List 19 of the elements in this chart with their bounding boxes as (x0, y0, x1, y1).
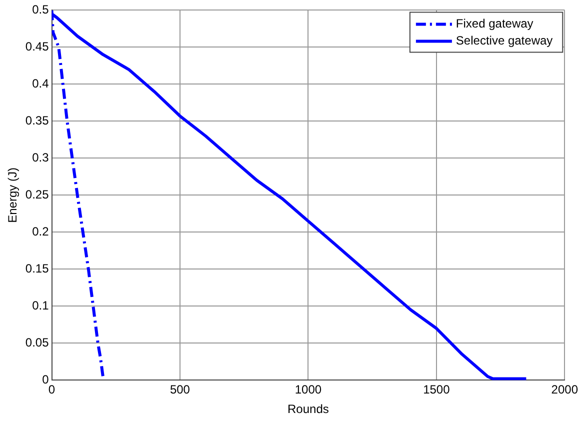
y-tick-label: 0.2 (32, 224, 50, 239)
y-tick-label: 0.25 (25, 188, 50, 202)
legend-label: Selective gateway (456, 34, 553, 48)
y-tick-label: 0 (42, 372, 50, 387)
y-tick-label: 0.3 (32, 150, 50, 165)
y-tick-label: 0.05 (25, 336, 50, 350)
x-tick-label: 1000 (294, 382, 322, 397)
x-axis-title: Rounds (288, 402, 329, 416)
y-axis-title: Energy (J) (6, 168, 20, 223)
y-tick-label: 0.15 (25, 262, 50, 276)
y-tick-label: 0.5 (32, 2, 50, 17)
y-tick-label: 0.4 (32, 76, 50, 91)
y-tick-label: 0.45 (25, 40, 50, 54)
x-tick-label: 500 (170, 382, 190, 397)
y-tick-label: 0.35 (25, 114, 50, 128)
x-tick-label: 2000 (551, 382, 578, 397)
y-tick-label: 0.1 (32, 298, 50, 313)
legend-label: Fixed gateway (456, 16, 534, 31)
x-tick-label: 1500 (423, 382, 450, 397)
